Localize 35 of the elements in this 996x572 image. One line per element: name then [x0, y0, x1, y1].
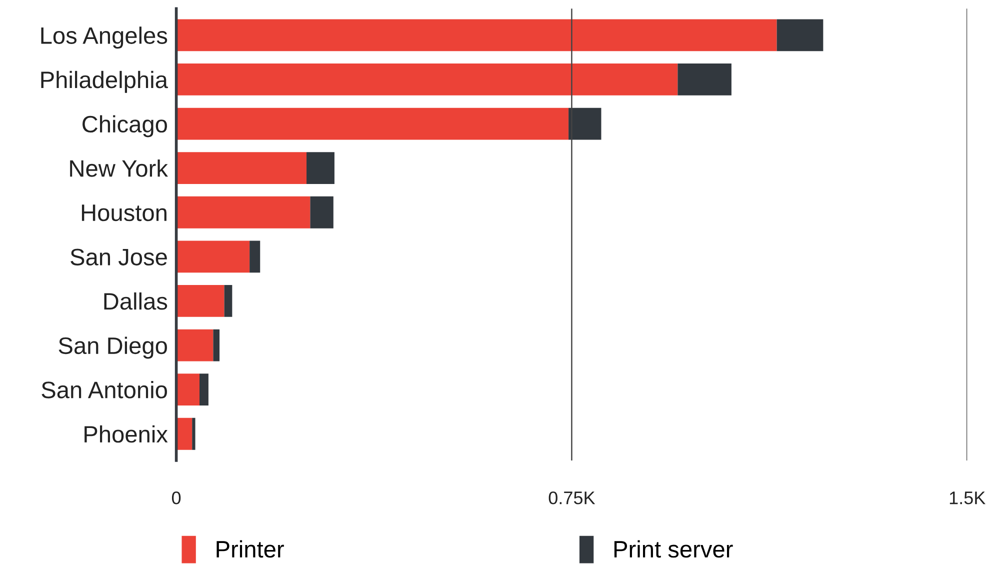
y-tick-label: Houston [82, 204, 166, 222]
y-tick-label: Los Angeles [41, 26, 168, 49]
bar [176, 108, 569, 140]
bar [568, 108, 602, 140]
bar [176, 418, 192, 450]
y-tick-label: Dallas [104, 292, 168, 310]
bar [176, 64, 678, 96]
bar [176, 19, 777, 52]
bar [213, 329, 220, 362]
y-tick-label: Phoenix [84, 425, 168, 443]
bar [176, 374, 200, 406]
y-tick-label: San Antonio [42, 381, 167, 398]
bar [176, 152, 307, 184]
bar [776, 19, 824, 52]
bar [310, 196, 334, 228]
x-tick-label: 0 [172, 491, 181, 504]
bar [678, 64, 732, 96]
bar [176, 240, 250, 273]
bar [176, 285, 224, 317]
bar [192, 418, 196, 450]
bar [199, 374, 208, 406]
bar [176, 196, 310, 228]
y-tick-label: San Diego [58, 336, 167, 359]
legend-label: Printer [216, 540, 284, 558]
bar [176, 329, 214, 362]
y-tick-label: Chicago [82, 115, 167, 138]
bar [224, 285, 232, 317]
x-tick-label: 0.75K [548, 491, 596, 504]
y-tick-label: Philadelphia [41, 70, 168, 93]
bar [250, 240, 260, 273]
x-tick-label: 1.5K [950, 492, 986, 504]
y-tick-label: New York [70, 160, 168, 177]
legend-label: Print server [614, 540, 733, 558]
bar [306, 152, 334, 184]
y-tick-label: San Jose [70, 248, 167, 266]
